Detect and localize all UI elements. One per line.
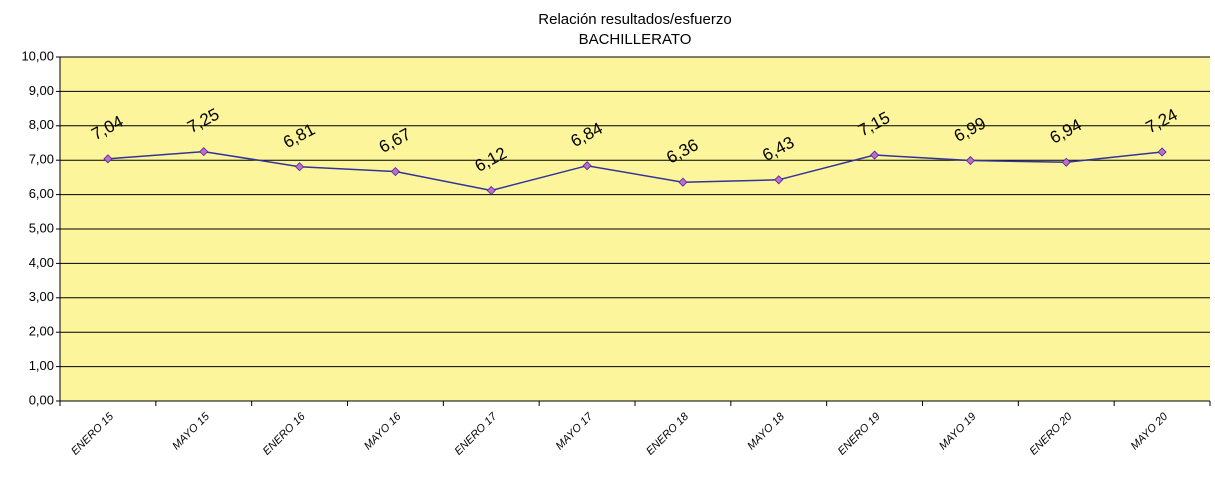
point [1061, 157, 1071, 167]
point [390, 166, 400, 177]
line [107, 150, 1163, 192]
x-tick-label: ENERO 20 [1027, 410, 1075, 458]
chart-title: Relación resultados/esfuerzo [538, 11, 731, 28]
x-tick-label: MAYO 15 [170, 410, 212, 452]
point [486, 185, 496, 196]
y-tick-label: 3,00 [29, 289, 54, 304]
x-tick-label: MAYO 18 [745, 410, 787, 452]
y-tick-label: 7,00 [29, 152, 54, 167]
point [678, 177, 688, 187]
y-tick-label: 0,00 [29, 392, 54, 407]
point [774, 175, 784, 185]
x-tick-label: MAYO 19 [937, 411, 979, 453]
point [965, 155, 975, 166]
x-tick-label: ENERO 17 [452, 410, 500, 458]
point [295, 162, 305, 172]
x-tick-label: MAYO 20 [1129, 410, 1171, 452]
point [103, 154, 113, 164]
y-tick-label: 8,00 [29, 117, 54, 132]
point [1157, 147, 1167, 157]
y-tick-label: 6,00 [29, 186, 54, 201]
y-tick-label: 9,00 [29, 83, 54, 98]
point [870, 150, 880, 160]
x-tick-label: ENERO 19 [836, 411, 883, 458]
point [582, 161, 592, 171]
y-tick-label: 1,00 [29, 358, 54, 373]
x-tick-label: MAYO 16 [362, 410, 404, 452]
x-tick-label: ENERO 18 [644, 410, 692, 458]
y-tick-label: 10,00 [21, 48, 54, 63]
x-tick-label: ENERO 15 [69, 410, 117, 458]
x-tick-label: MAYO 17 [554, 410, 596, 452]
y-tick-label: 2,00 [29, 324, 54, 339]
y-tick-label: 5,00 [29, 220, 54, 235]
point [199, 147, 209, 157]
chart-subtitle: BACHILLERATO [579, 31, 692, 48]
x-tick-label: ENERO 16 [261, 410, 309, 458]
y-tick-label: 4,00 [29, 255, 54, 270]
